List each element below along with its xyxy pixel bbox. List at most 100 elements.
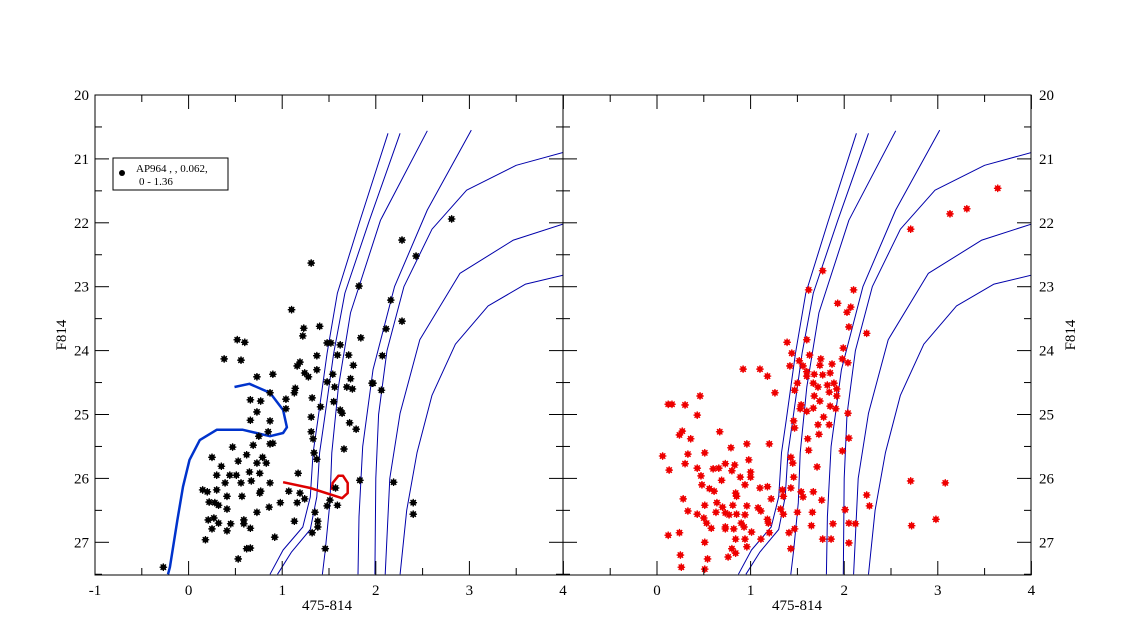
data-point-star <box>304 372 313 381</box>
data-point-star <box>382 325 390 333</box>
data-point-star <box>255 469 264 478</box>
data-point-star <box>310 449 318 457</box>
data-point-star <box>718 503 727 511</box>
data-point-star <box>681 401 689 409</box>
data-point-star <box>409 498 418 507</box>
data-point-star <box>810 392 819 400</box>
data-point-star <box>313 351 321 360</box>
data-point-star <box>712 508 720 517</box>
legend-box <box>112 157 229 191</box>
data-point-star <box>932 515 940 524</box>
data-point-star <box>739 365 747 373</box>
y-tick-label: 23 <box>74 280 89 296</box>
data-point-star <box>266 479 274 487</box>
data-point-star <box>290 388 299 397</box>
data-point-star <box>831 404 840 413</box>
data-point-star <box>802 407 811 416</box>
data-point-star <box>327 339 335 347</box>
data-point-star <box>737 519 746 527</box>
data-point-star <box>802 367 811 376</box>
data-point-star <box>843 308 851 317</box>
x-tick-label: 0 <box>653 583 661 599</box>
data-point-star <box>789 473 798 481</box>
data-point-star <box>817 355 825 363</box>
data-point-star <box>862 329 871 338</box>
red-track-line <box>282 474 349 500</box>
data-point-star <box>799 493 807 501</box>
data-point-star <box>767 495 775 503</box>
y-tick-label: 26 <box>1039 471 1055 487</box>
data-point-star <box>700 501 709 510</box>
data-point-star <box>796 404 805 413</box>
data-point-star <box>313 523 322 531</box>
data-point-star <box>841 505 849 514</box>
data-point-star <box>212 486 221 494</box>
data-point-star <box>851 519 860 528</box>
data-point-star <box>298 332 307 340</box>
data-point-star <box>776 505 785 513</box>
data-point-star <box>963 204 971 213</box>
data-point-star <box>356 476 364 485</box>
data-point-star <box>832 385 841 393</box>
data-point-star <box>214 519 223 527</box>
data-point-star <box>729 501 737 510</box>
data-point-star <box>315 322 324 331</box>
x-tick-label: 3 <box>934 583 942 599</box>
data-point-star <box>225 471 234 480</box>
data-point-star <box>240 338 249 347</box>
data-point-star <box>728 544 736 553</box>
data-point-star <box>838 355 847 363</box>
data-point-star <box>785 528 793 537</box>
data-point-star <box>731 535 740 543</box>
y-tick-label: 23 <box>1039 280 1054 296</box>
data-point-star <box>818 266 827 275</box>
isochrone-line <box>357 129 472 575</box>
data-point-star <box>814 420 822 429</box>
isochrone-line <box>399 274 563 575</box>
data-point-star <box>697 472 705 480</box>
data-point-star <box>816 397 824 405</box>
isochrone-line <box>384 223 563 575</box>
data-point-star <box>369 379 377 387</box>
data-point-star <box>311 508 319 517</box>
data-point-star <box>389 478 398 487</box>
data-point-star <box>787 453 795 462</box>
data-point-star <box>756 365 764 373</box>
data-point-star <box>223 492 231 501</box>
y-tick-label: 26 <box>74 471 90 487</box>
data-point-star <box>721 525 730 533</box>
data-point-star <box>308 394 316 402</box>
data-point-star <box>756 484 764 492</box>
data-point-star <box>693 411 702 419</box>
data-point-star <box>845 434 853 442</box>
data-point-star <box>223 526 231 535</box>
data-point-star <box>212 471 221 480</box>
data-point-star <box>321 544 330 553</box>
data-point-star <box>240 516 248 524</box>
data-point-star <box>779 492 788 501</box>
data-point-star <box>802 335 811 344</box>
data-point-star <box>253 372 261 381</box>
data-point-star <box>696 392 704 400</box>
data-point-star <box>262 459 271 467</box>
data-point-star <box>817 496 826 504</box>
data-point-star <box>290 517 299 526</box>
x-tick-label: 4 <box>559 583 567 599</box>
data-point-star <box>744 456 753 464</box>
data-point-star <box>221 479 229 487</box>
data-point-star <box>740 523 748 531</box>
data-point-star <box>862 491 871 499</box>
y-tick-label: 22 <box>74 216 89 232</box>
data-point-star <box>203 488 212 496</box>
data-point-star <box>205 498 213 506</box>
data-point-star <box>217 462 226 471</box>
data-point-star <box>702 519 711 527</box>
data-point-star <box>803 434 812 443</box>
data-point-star <box>348 385 357 393</box>
data-point-star <box>693 464 702 472</box>
isochrone-line <box>853 223 1031 575</box>
x-tick-label: -1 <box>89 583 102 599</box>
data-point-star <box>269 439 277 448</box>
data-point-star <box>790 386 799 395</box>
data-point-star <box>665 466 673 474</box>
